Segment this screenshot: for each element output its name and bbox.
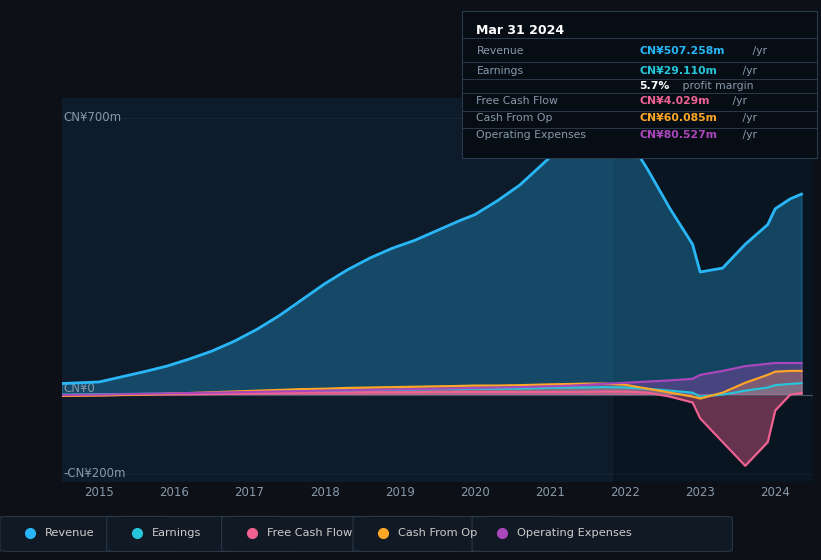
Text: CN¥60.085m: CN¥60.085m xyxy=(640,113,718,123)
FancyBboxPatch shape xyxy=(353,516,569,552)
FancyBboxPatch shape xyxy=(472,516,732,552)
Text: Revenue: Revenue xyxy=(476,46,524,56)
Text: CN¥700m: CN¥700m xyxy=(63,111,122,124)
Text: CN¥0: CN¥0 xyxy=(63,381,95,395)
Text: Earnings: Earnings xyxy=(476,66,524,76)
Text: Revenue: Revenue xyxy=(45,529,94,538)
Text: Mar 31 2024: Mar 31 2024 xyxy=(476,25,565,38)
Text: Operating Expenses: Operating Expenses xyxy=(476,130,586,140)
Text: Earnings: Earnings xyxy=(152,529,201,538)
Text: Cash From Op: Cash From Op xyxy=(476,113,553,123)
Text: Free Cash Flow: Free Cash Flow xyxy=(267,529,352,538)
Text: -CN¥200m: -CN¥200m xyxy=(63,467,126,480)
Text: 5.7%: 5.7% xyxy=(640,81,670,91)
Text: /yr: /yr xyxy=(739,66,757,76)
FancyBboxPatch shape xyxy=(0,516,179,552)
Bar xyxy=(614,98,813,482)
FancyBboxPatch shape xyxy=(107,516,293,552)
Text: /yr: /yr xyxy=(739,130,757,140)
Text: Cash From Op: Cash From Op xyxy=(398,529,478,538)
Text: CN¥80.527m: CN¥80.527m xyxy=(640,130,718,140)
Text: CN¥507.258m: CN¥507.258m xyxy=(640,46,725,56)
Text: CN¥29.110m: CN¥29.110m xyxy=(640,66,718,76)
Text: /yr: /yr xyxy=(729,96,747,106)
FancyBboxPatch shape xyxy=(222,516,452,552)
Text: profit margin: profit margin xyxy=(679,81,754,91)
Text: /yr: /yr xyxy=(739,113,757,123)
Text: Operating Expenses: Operating Expenses xyxy=(517,529,632,538)
Text: /yr: /yr xyxy=(749,46,767,56)
Text: CN¥4.029m: CN¥4.029m xyxy=(640,96,710,106)
Text: Free Cash Flow: Free Cash Flow xyxy=(476,96,558,106)
